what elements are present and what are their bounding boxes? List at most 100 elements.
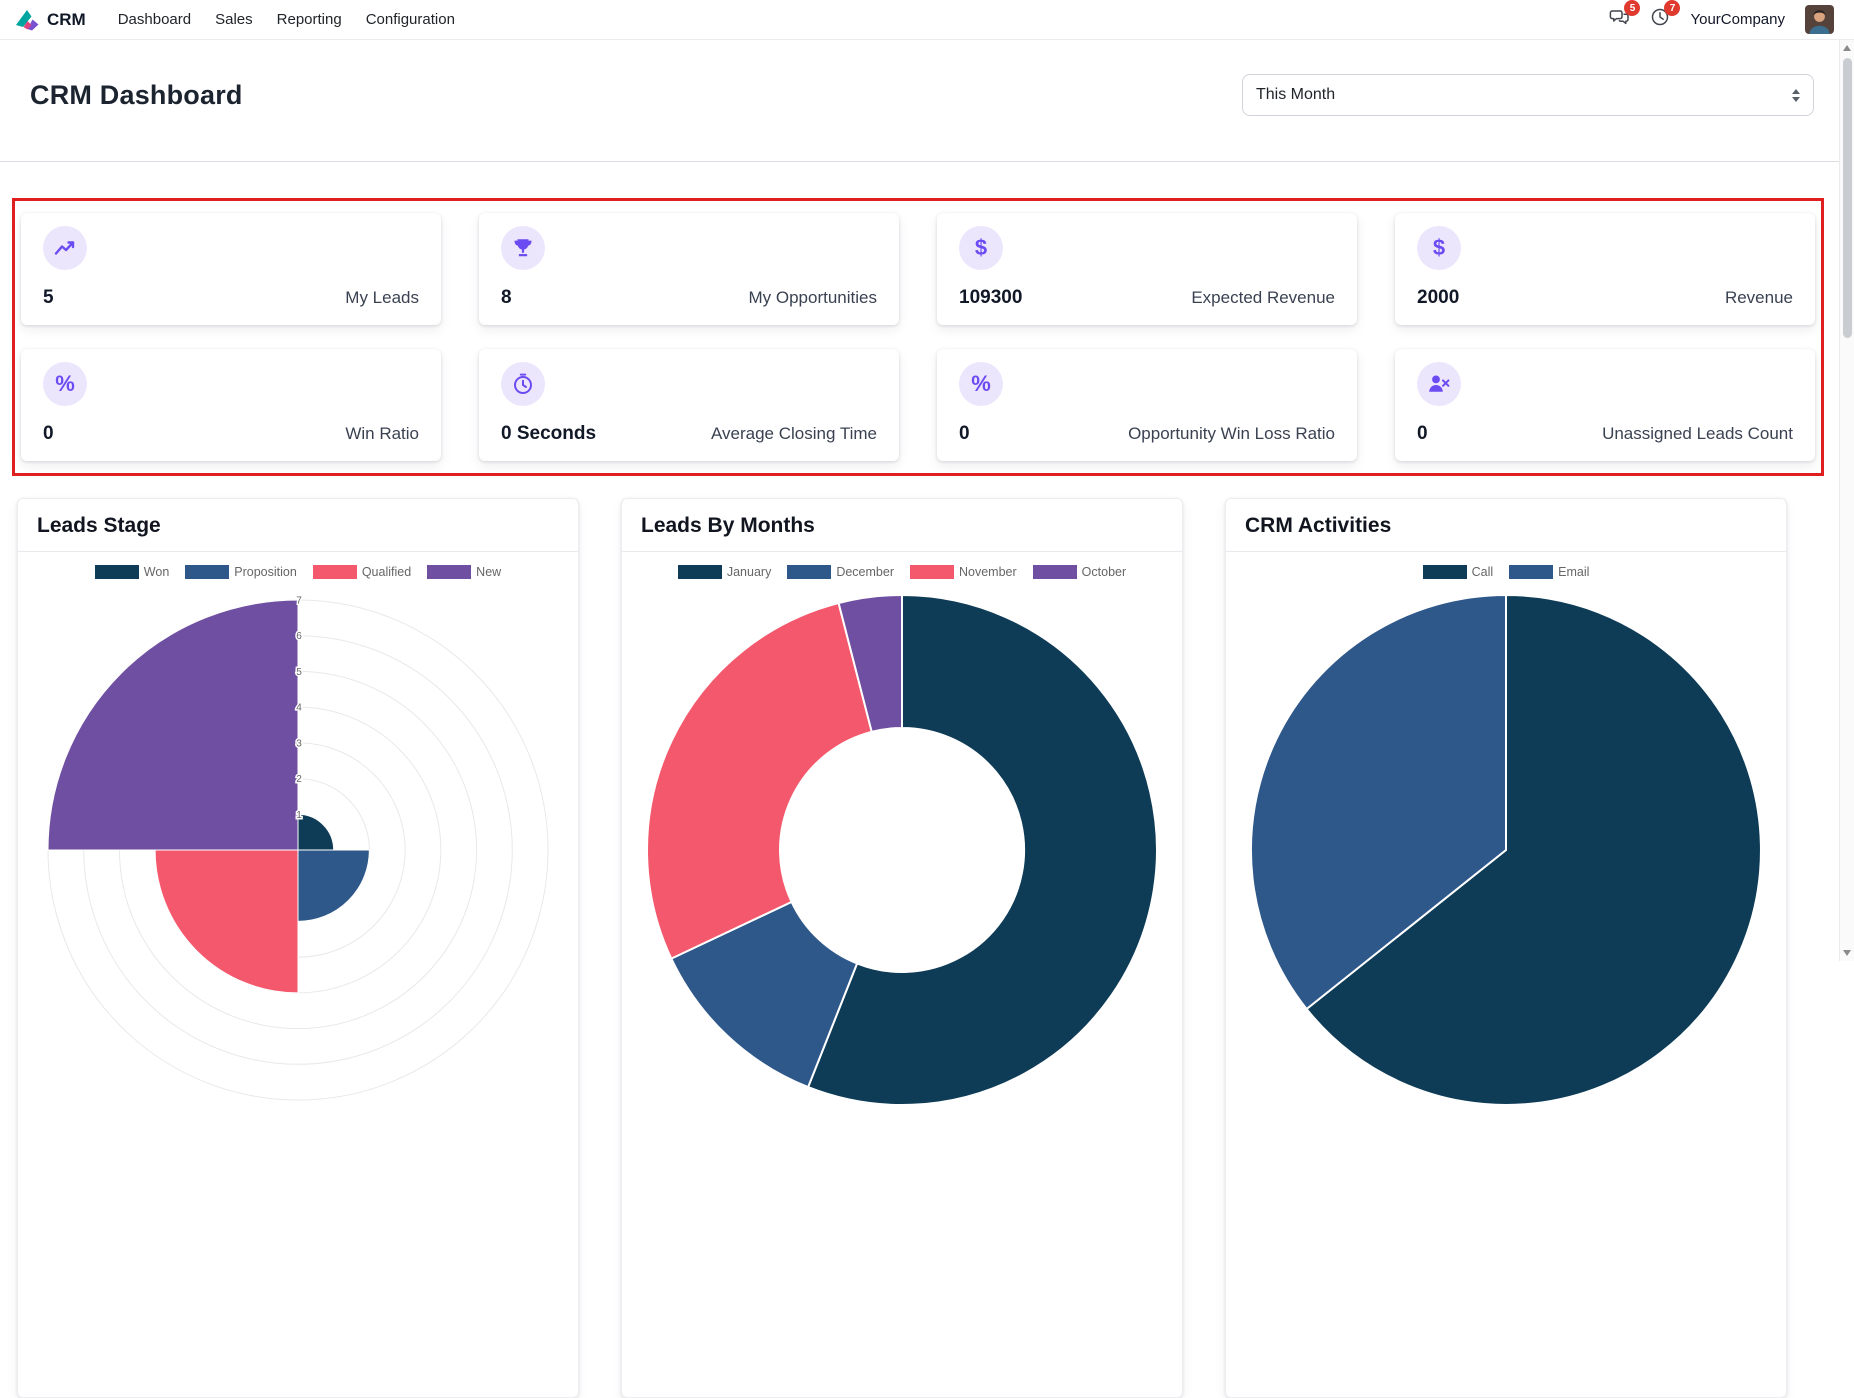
r-axis-tick: 3 [296,738,302,749]
nav-item-dashboard[interactable]: Dashboard [117,11,192,28]
vertical-scrollbar[interactable] [1839,40,1854,961]
legend-item[interactable]: October [1032,565,1126,579]
page-header: CRM Dashboard This Month [0,40,1854,161]
charts-row: Leads Stage Won Proposition Qualified New 1… [17,498,1854,1398]
kpi-card-average-closing-time[interactable]: 0 Seconds Average Closing Time [479,349,899,461]
dollar-icon: $ [959,226,1003,270]
legend-item[interactable]: January [677,565,771,579]
kpi-bottom: 0 Unassigned Leads Count [1417,423,1793,445]
kpi-value: 8 [501,287,512,308]
legend-item[interactable]: Call [1422,565,1494,579]
r-axis-tick: 6 [296,631,302,642]
leads-stage-chart[interactable]: 1 2 3 4 5 6 7 [33,583,563,1203]
kpi-card-expected-revenue[interactable]: $ 109300 Expected Revenue [937,213,1357,325]
kpi-card-win-ratio[interactable]: % 0 Win Ratio [21,349,441,461]
legend-item[interactable]: Email [1509,565,1589,579]
nav-item-configuration[interactable]: Configuration [365,11,455,28]
trophy-icon [501,226,545,270]
kpi-label: Unassigned Leads Count [1602,424,1793,443]
chart-slice[interactable] [297,813,335,851]
messages-button[interactable]: 5 [1609,0,1641,32]
chart-legend: January December November October [622,565,1182,579]
stopwatch-icon [501,362,545,406]
legend-swatch [787,565,832,579]
chart-slice[interactable] [297,849,370,922]
kpi-card-my-leads[interactable]: 5 My Leads [21,213,441,325]
kpi-card-opportunity-win-loss-ratio[interactable]: % 0 Opportunity Win Loss Ratio [937,349,1357,461]
kpi-bottom: 0 Seconds Average Closing Time [501,423,877,445]
legend-label: Qualified [361,565,412,579]
kpi-value: 0 [959,423,970,444]
company-menu[interactable]: YourCompany [1690,11,1785,28]
legend-swatch [312,565,357,579]
r-axis-tick: 7 [296,596,302,607]
app-logo-icon[interactable] [14,8,40,32]
user-x-icon [1417,362,1461,406]
chart-slice[interactable] [1249,593,1507,1011]
chart-slice[interactable] [154,849,299,994]
crm-activities-chart[interactable] [1241,583,1771,1203]
kpi-label: Expected Revenue [1191,288,1335,307]
nav-item-reporting[interactable]: Reporting [276,11,342,28]
scroll-up-arrow[interactable] [1843,45,1851,51]
legend-swatch [1032,565,1077,579]
legend-label: November [959,565,1017,579]
nav-right: 5 7 YourCompany [1609,0,1834,34]
r-axis-tick: 5 [296,667,302,678]
main-content: CRM Dashboard This Month 5 My Leads [0,40,1854,1398]
kpi-label: My Leads [345,288,419,307]
chart-card-crm-activities: CRM Activities Call Email [1225,498,1787,1398]
legend-swatch [427,565,472,579]
page-title: CRM Dashboard [30,79,243,110]
legend-label: Email [1558,565,1590,579]
chart-slice[interactable] [47,599,299,851]
activities-button[interactable]: 7 [1650,0,1681,32]
chart-legend: Won Proposition Qualified New [18,565,578,579]
kpi-card-revenue[interactable]: $ 2000 Revenue [1395,213,1815,325]
kpi-bottom: 8 My Opportunities [501,287,877,309]
kpi-card-my-opportunities[interactable]: 8 My Opportunities [479,213,899,325]
nav-left: CRM Dashboard Sales Reporting Configurat… [14,1,467,38]
legend-item[interactable]: December [787,565,894,579]
legend-swatch [910,565,954,579]
legend-swatch [1509,565,1554,579]
chart-title: Leads By Months [622,499,1182,552]
kpi-value: 0 Seconds [501,423,597,444]
chart-line-icon [43,226,87,270]
legend-item[interactable]: Qualified [312,565,412,579]
legend-swatch [185,565,230,579]
legend-swatch [1422,565,1467,579]
user-avatar[interactable] [1805,5,1834,34]
scrollbar-thumb[interactable] [1842,58,1852,338]
r-axis-tick: 4 [296,703,302,714]
header-divider [0,161,1854,162]
chart-title: CRM Activities [1226,499,1786,552]
legend-item[interactable]: New [427,565,501,579]
kpi-bottom: 0 Opportunity Win Loss Ratio [959,423,1335,445]
period-filter-value: This Month [1256,86,1336,103]
leads-by-months-chart[interactable] [637,583,1167,1203]
legend-item[interactable]: Won [94,565,170,579]
app-name[interactable]: CRM [47,9,86,29]
kpi-card-unassigned-leads-count[interactable]: 0 Unassigned Leads Count [1395,349,1815,461]
nav-item-sales[interactable]: Sales [215,11,253,28]
chart-slice[interactable] [646,601,873,960]
chart-legend: Call Email [1226,565,1786,579]
legend-label: Won [143,565,170,579]
kpi-label: Average Closing Time [711,424,877,443]
chart-slice[interactable] [837,593,903,734]
r-axis-tick: 2 [296,774,302,785]
activities-badge: 7 [1664,0,1681,16]
legend-swatch [677,565,722,579]
legend-item[interactable]: November [910,565,1017,579]
scroll-down-arrow[interactable] [1843,950,1851,956]
legend-label: Proposition [234,565,297,579]
legend-label: Call [1471,565,1494,579]
period-filter-select[interactable]: This Month [1242,74,1814,116]
r-axis-tick: 1 [296,810,302,821]
legend-item[interactable]: Proposition [185,565,297,579]
percent-icon: % [43,362,87,406]
kpi-value: 0 [1417,423,1428,444]
kpi-value: 5 [43,287,54,308]
kpi-value: 0 [43,423,54,444]
